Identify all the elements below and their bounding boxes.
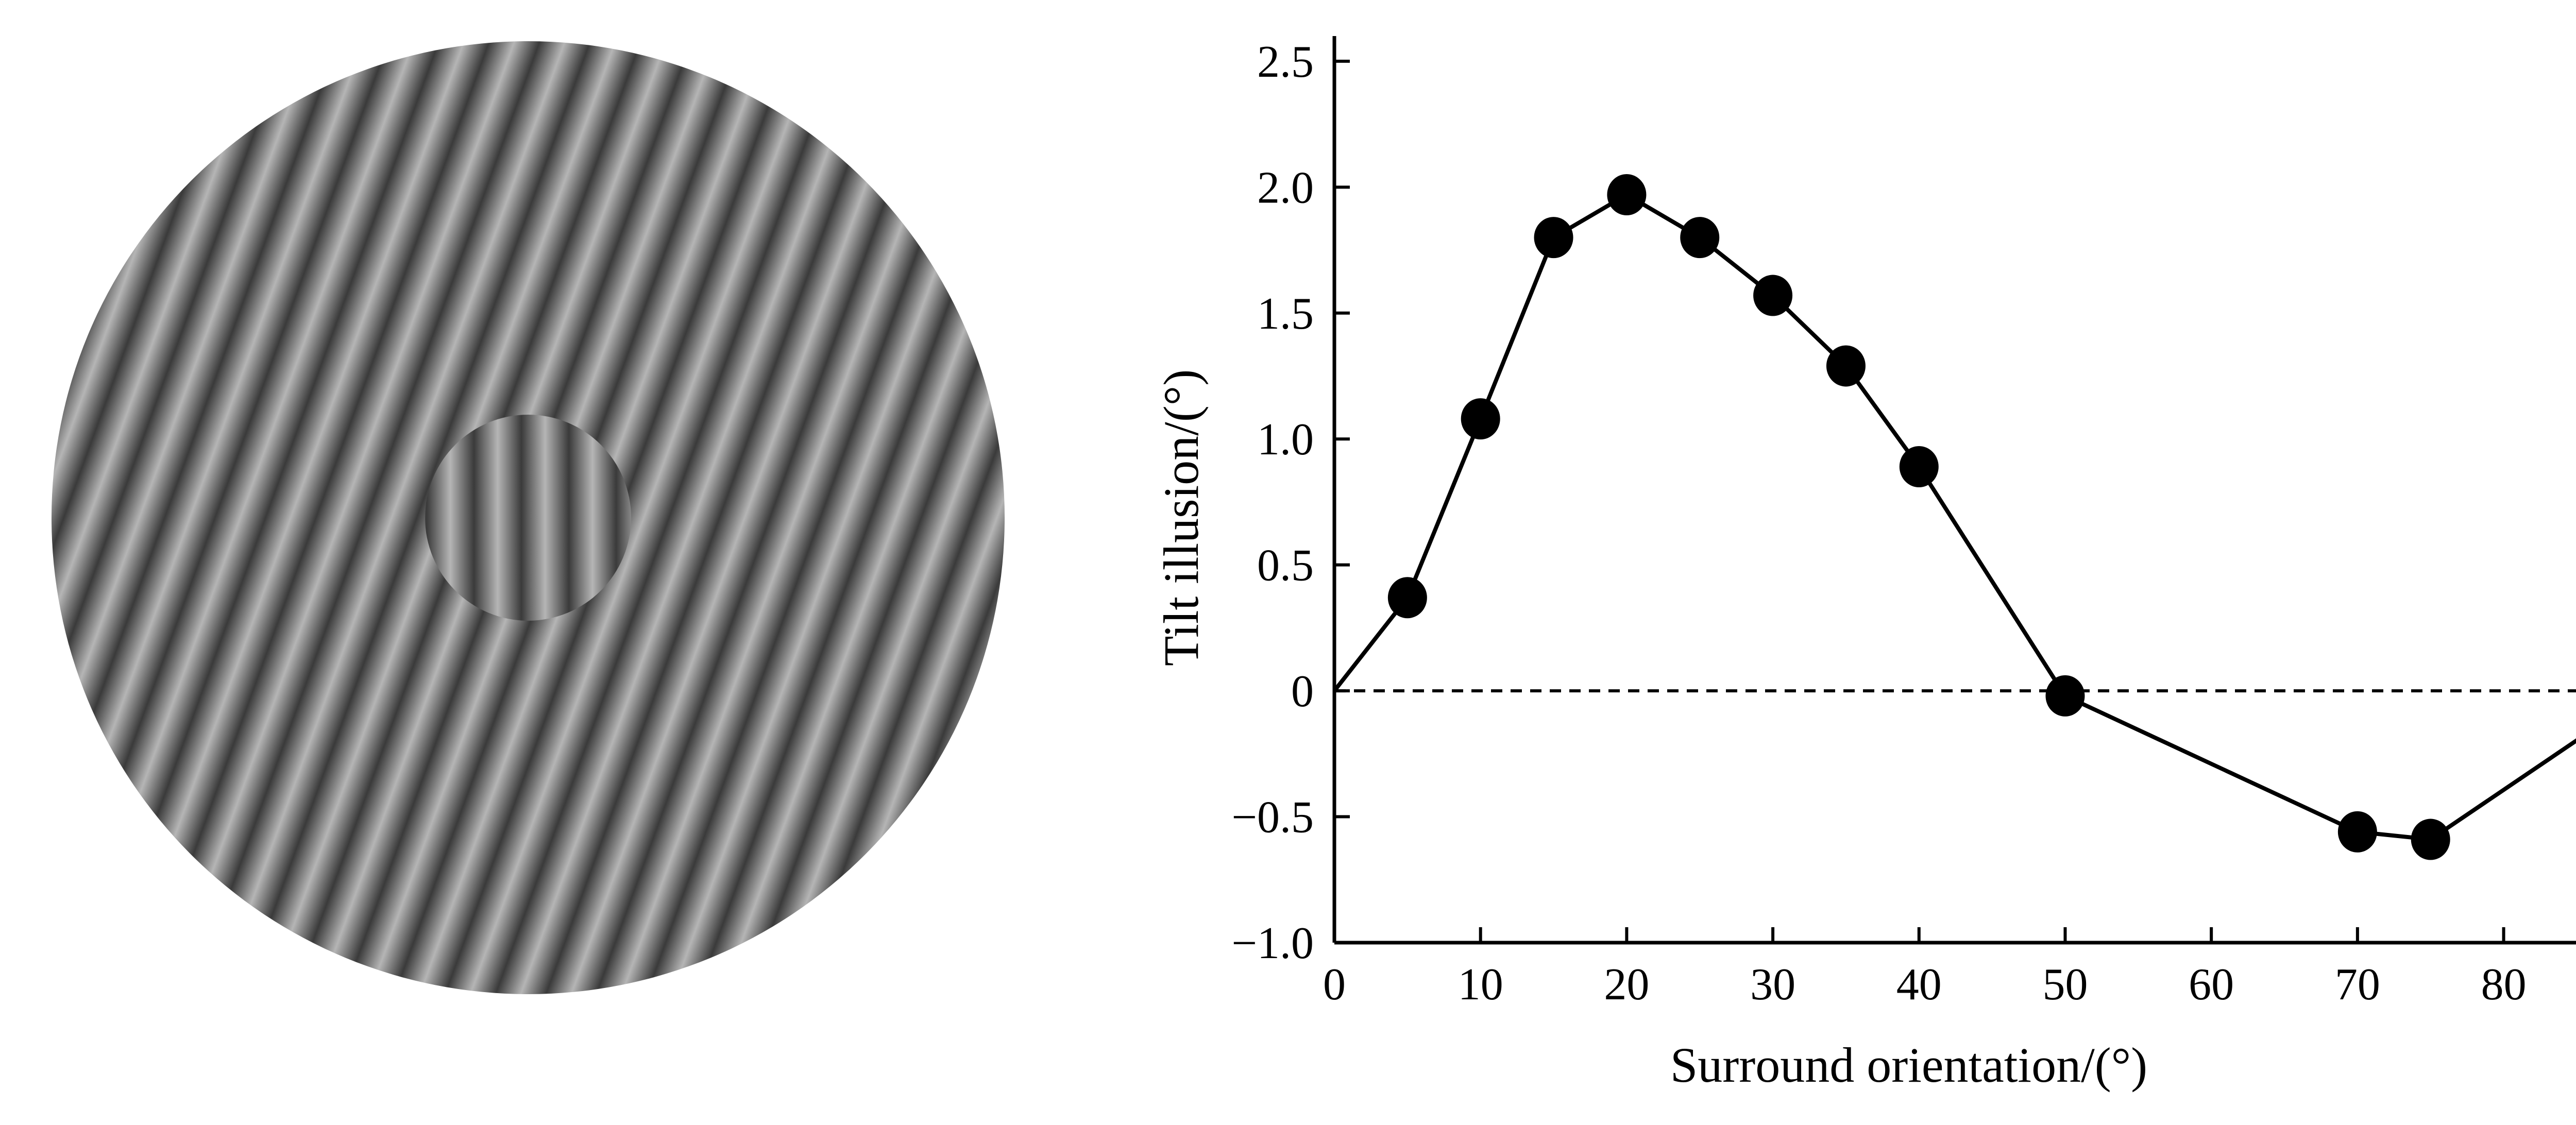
- y-tick-label: 2.5: [1257, 37, 1314, 87]
- data-point: [1534, 217, 1573, 259]
- x-tick-label: 60: [2189, 960, 2234, 1010]
- y-tick-label: −1.0: [1231, 918, 1314, 968]
- x-tick-label: 20: [1604, 960, 1649, 1010]
- y-axis-title: Tilt illusion/(°): [1154, 369, 1209, 666]
- y-tick-label: 1.5: [1257, 289, 1314, 339]
- grating-stimulus: [52, 41, 1005, 994]
- data-point: [2411, 819, 2450, 860]
- data-point: [1461, 398, 1500, 440]
- y-tick-label: −0.5: [1231, 793, 1314, 843]
- chart-axes: [1332, 36, 2576, 945]
- x-tick-label: 0: [1323, 960, 1346, 1010]
- x-tick-label: 40: [1896, 960, 1942, 1010]
- x-tick-label: 30: [1750, 960, 1795, 1010]
- data-point: [1387, 577, 1427, 619]
- data-point: [1607, 174, 1647, 215]
- y-tick-label: 0: [1291, 667, 1314, 717]
- y-tick-label: 0.5: [1257, 541, 1314, 591]
- data-point: [2337, 811, 2377, 853]
- chart-ticks: −1.0 −0.5 0 0.5 1.0 1.5 2.0 2.5 0 10 20 30 40 50 60 70 8…: [1231, 37, 2527, 1010]
- x-tick-label: 50: [2042, 960, 2088, 1010]
- y-tick-label: 2.0: [1257, 163, 1314, 213]
- data-point: [2045, 675, 2085, 717]
- x-tick-label: 70: [2335, 960, 2380, 1010]
- data-point: [1680, 217, 1720, 259]
- data-points: [1387, 174, 2450, 860]
- series-line: [1332, 193, 2576, 842]
- data-point: [1753, 275, 1793, 316]
- data-series: [1332, 193, 2576, 842]
- x-tick-label: 10: [1458, 960, 1503, 1010]
- y-tick-label: 1.0: [1257, 415, 1314, 465]
- data-point: [1899, 446, 1939, 487]
- data-point: [1826, 345, 1866, 387]
- x-tick-label: 80: [2481, 960, 2527, 1010]
- x-axis-title: Surround orientation/(°): [1670, 1037, 2147, 1093]
- center-grating: [425, 415, 631, 621]
